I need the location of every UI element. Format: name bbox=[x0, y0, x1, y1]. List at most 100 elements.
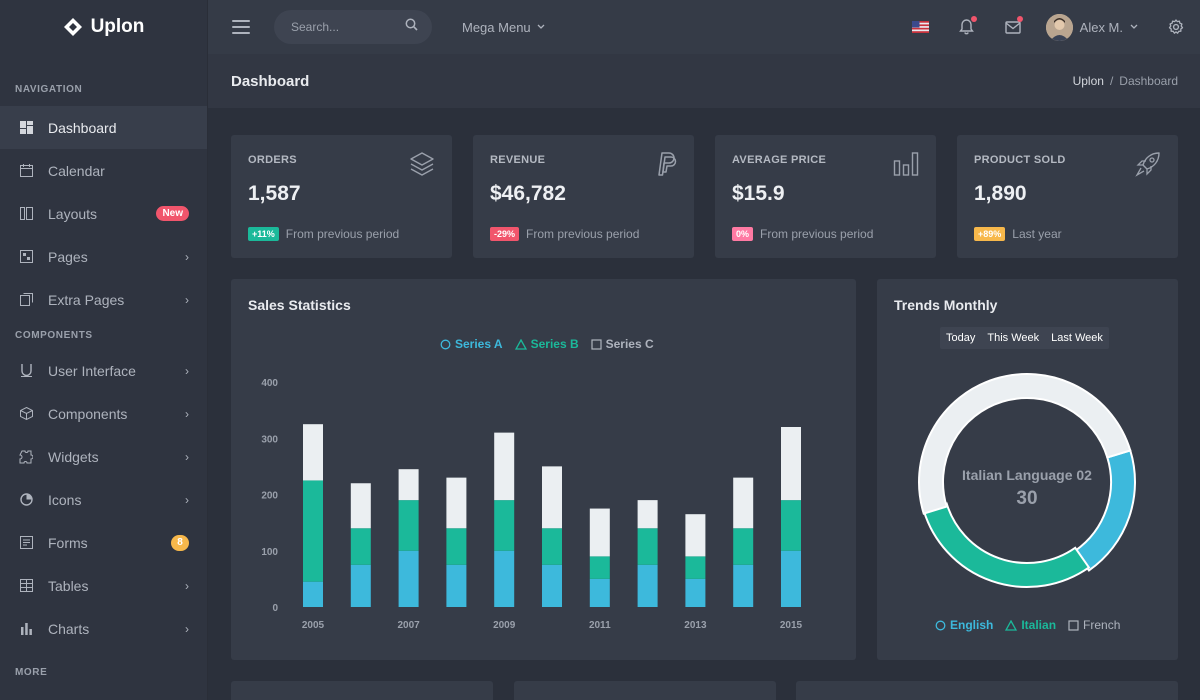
x-tick-label: 2015 bbox=[780, 620, 803, 631]
stat-title: REVENUE bbox=[490, 154, 546, 166]
app-logo[interactable]: Uplon bbox=[0, 0, 207, 54]
change-badge: -29% bbox=[490, 227, 520, 241]
sidebar-item-pages[interactable]: Pages › bbox=[0, 235, 207, 278]
y-tick-label: 200 bbox=[261, 491, 278, 502]
bar-segment-series-b[interactable] bbox=[542, 528, 562, 565]
chevron-right-icon: › bbox=[185, 363, 189, 378]
bar-segment-series-b[interactable] bbox=[637, 528, 658, 565]
bar-segment-series-b[interactable] bbox=[350, 528, 371, 565]
legend-series-b[interactable]: Series B bbox=[514, 337, 579, 351]
bar-segment-series-a[interactable] bbox=[350, 564, 371, 607]
bar-segment-series-a[interactable] bbox=[781, 550, 801, 607]
bar-segment-series-a[interactable] bbox=[303, 581, 323, 607]
bar-segment-series-b[interactable] bbox=[303, 480, 323, 582]
bar-segment-series-c[interactable] bbox=[781, 427, 801, 501]
sidebar-item-dashboard[interactable]: Dashboard bbox=[0, 106, 207, 149]
stat-value: 1,890 bbox=[974, 182, 1027, 205]
user-name: Alex M. bbox=[1079, 19, 1123, 35]
bar-segment-series-a[interactable] bbox=[589, 578, 610, 607]
donut-slice-english[interactable] bbox=[1073, 449, 1136, 572]
donut-slice-italian[interactable] bbox=[922, 502, 1091, 588]
settings-button[interactable] bbox=[1152, 0, 1200, 54]
bar-segment-series-b[interactable] bbox=[398, 500, 419, 551]
sidebar-item-calendar[interactable]: Calendar bbox=[0, 149, 207, 192]
legend-series-a[interactable]: Series A bbox=[440, 337, 503, 351]
nav-section-navigation: NAVIGATION bbox=[15, 83, 83, 95]
sidebar-item-label: Calendar bbox=[48, 162, 105, 179]
language-flag-button[interactable] bbox=[898, 0, 944, 54]
notifications-button[interactable] bbox=[944, 0, 990, 54]
sidebar-item-icons[interactable]: Icons › bbox=[0, 478, 207, 521]
sidebar-item-layouts[interactable]: Layouts New bbox=[0, 192, 207, 235]
bar-segment-series-b[interactable] bbox=[446, 528, 467, 565]
legend-french[interactable]: French bbox=[1068, 618, 1120, 632]
legend-english[interactable]: English bbox=[935, 618, 993, 632]
bar-segment-series-a[interactable] bbox=[637, 564, 658, 607]
bar-segment-series-a[interactable] bbox=[685, 578, 706, 607]
stat-card-revenue: REVENUE $46,782 -29% From previous perio… bbox=[473, 135, 694, 258]
search-icon[interactable] bbox=[405, 18, 418, 36]
forms-icon bbox=[18, 535, 34, 551]
sidebar-item-components[interactable]: Components › bbox=[0, 392, 207, 435]
bar-segment-series-a[interactable] bbox=[446, 564, 467, 607]
sidebar-item-extra-pages[interactable]: Extra Pages › bbox=[0, 278, 207, 321]
sales-statistics-title: Sales Statistics bbox=[248, 297, 351, 313]
new-badge: New bbox=[156, 206, 189, 221]
sidebar-item-charts[interactable]: Charts › bbox=[0, 607, 207, 650]
user-menu[interactable]: Alex M. bbox=[1036, 13, 1152, 41]
tab-today[interactable]: Today bbox=[946, 332, 976, 344]
bottom-card-1 bbox=[231, 681, 493, 700]
bar-segment-series-c[interactable] bbox=[350, 483, 371, 529]
menu-toggle-icon[interactable] bbox=[232, 20, 250, 34]
bar-segment-series-a[interactable] bbox=[542, 564, 562, 607]
messages-button[interactable] bbox=[990, 0, 1036, 54]
trends-legend: English Italian French bbox=[935, 618, 1120, 632]
bar-segment-series-b[interactable] bbox=[781, 500, 801, 551]
donut-slice-french[interactable] bbox=[918, 373, 1132, 515]
bar-segment-series-c[interactable] bbox=[589, 508, 610, 557]
sidebar-item-widgets[interactable]: Widgets › bbox=[0, 435, 207, 478]
chevron-right-icon: › bbox=[185, 578, 189, 593]
bar-segment-series-c[interactable] bbox=[733, 477, 754, 529]
bar-segment-series-b[interactable] bbox=[685, 556, 706, 579]
bar-segment-series-c[interactable] bbox=[637, 500, 658, 529]
bar-segment-series-c[interactable] bbox=[446, 477, 467, 529]
bar-chart-icon bbox=[893, 151, 919, 182]
sidebar-item-user-interface[interactable]: User Interface › bbox=[0, 349, 207, 392]
x-tick-label: 2007 bbox=[397, 620, 420, 631]
breadcrumb-root-link[interactable]: Uplon bbox=[1072, 74, 1104, 88]
bar-segment-series-c[interactable] bbox=[494, 432, 515, 501]
bar-segment-series-c[interactable] bbox=[303, 424, 323, 481]
bar-segment-series-c[interactable] bbox=[542, 466, 562, 529]
sidebar-item-tables[interactable]: Tables › bbox=[0, 564, 207, 607]
sales-bar-chart: 0 100 200 300 400 2005 2007 2009 2011 2013 2015 bbox=[261, 378, 803, 631]
calendar-icon bbox=[18, 163, 34, 179]
sidebar-item-label: Charts bbox=[48, 620, 90, 637]
legend-series-c[interactable]: Series C bbox=[591, 337, 654, 351]
bar-segment-series-a[interactable] bbox=[494, 550, 515, 607]
sidebar-item-label: Widgets bbox=[48, 448, 99, 465]
bar-segment-series-a[interactable] bbox=[733, 564, 754, 607]
legend-italian[interactable]: Italian bbox=[1005, 618, 1056, 632]
search-input[interactable] bbox=[291, 20, 405, 34]
page-title: Dashboard bbox=[231, 72, 310, 90]
bar-segment-series-b[interactable] bbox=[733, 528, 754, 565]
mega-menu-dropdown[interactable]: Mega Menu bbox=[462, 20, 545, 35]
bar-segment-series-a[interactable] bbox=[398, 550, 419, 607]
triangle-icon bbox=[1005, 619, 1018, 631]
user-interface-icon bbox=[18, 363, 34, 379]
tab-this-week[interactable]: This Week bbox=[987, 332, 1040, 344]
stat-value: $15.9 bbox=[732, 182, 785, 205]
tab-last-week[interactable]: Last Week bbox=[1051, 332, 1103, 344]
bar-segment-series-b[interactable] bbox=[589, 556, 610, 579]
bar-segment-series-c[interactable] bbox=[685, 514, 706, 557]
widgets-icon bbox=[18, 449, 34, 465]
sidebar-item-label: User Interface bbox=[48, 362, 136, 379]
x-tick-label: 2009 bbox=[493, 620, 516, 631]
sidebar-item-label: Extra Pages bbox=[48, 291, 125, 308]
bar-segment-series-c[interactable] bbox=[398, 469, 419, 501]
sidebar-item-forms[interactable]: Forms 8 bbox=[0, 521, 207, 564]
bar-segment-series-b[interactable] bbox=[494, 500, 515, 551]
stat-title: ORDERS bbox=[248, 154, 297, 166]
sidebar-item-label: Pages bbox=[48, 248, 88, 265]
